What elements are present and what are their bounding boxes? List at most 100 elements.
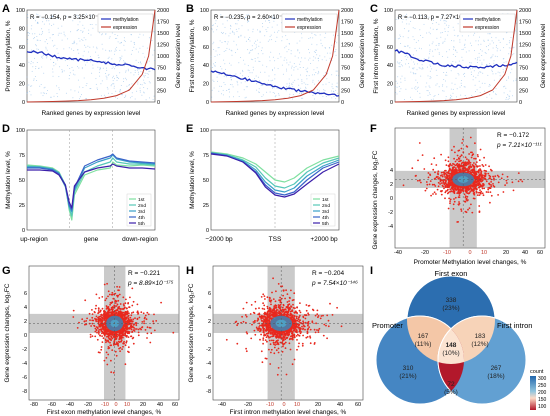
background-point — [477, 40, 479, 42]
background-point — [77, 79, 79, 81]
background-point — [100, 95, 102, 97]
background-point — [44, 92, 46, 94]
scatter-point — [254, 307, 257, 310]
scatter-point — [109, 331, 112, 334]
background-point — [118, 78, 120, 79]
background-point — [39, 85, 41, 87]
y-axis-label: Gene expression changes, log₂FC — [4, 283, 11, 382]
scatter-point — [117, 294, 120, 297]
background-point — [442, 42, 444, 44]
background-point — [278, 93, 280, 95]
scatter-point — [251, 323, 253, 326]
background-point — [504, 85, 506, 87]
background-point — [79, 21, 81, 23]
scatter-point — [137, 331, 140, 334]
background-point — [300, 74, 301, 76]
background-point — [63, 48, 65, 50]
background-point — [119, 59, 121, 61]
background-point — [286, 83, 288, 85]
background-point — [53, 65, 55, 67]
background-point — [503, 92, 505, 94]
scatter-point — [123, 313, 126, 316]
background-point — [410, 96, 411, 98]
background-point — [123, 37, 125, 39]
background-point — [397, 18, 399, 20]
background-point — [315, 51, 316, 53]
scatter-point — [153, 313, 155, 316]
background-point — [219, 73, 221, 75]
background-point — [455, 50, 457, 52]
background-point — [432, 23, 434, 25]
panel-h: H R = −0.204 p = 7.54×10⁻¹⁴⁶ 6420-2-4-6-… — [186, 265, 364, 416]
background-point — [502, 58, 504, 60]
scatter-point — [475, 165, 478, 167]
scatter-point — [131, 322, 133, 325]
legend-label: 4th — [322, 215, 329, 221]
scatter-point — [437, 185, 440, 188]
background-point — [317, 57, 319, 59]
scatter-point — [473, 169, 476, 172]
background-point — [52, 71, 54, 73]
background-point — [503, 61, 505, 63]
line-series — [210, 9, 340, 103]
background-point — [400, 43, 402, 44]
background-point — [250, 49, 252, 51]
background-point — [148, 81, 150, 83]
scatter-point — [449, 200, 451, 203]
background-point — [422, 67, 424, 69]
background-point — [240, 57, 242, 58]
background-point — [262, 84, 264, 86]
background-point — [280, 56, 282, 58]
background-point — [403, 28, 405, 30]
background-point — [214, 56, 216, 57]
background-point — [479, 36, 480, 38]
background-point — [474, 58, 476, 60]
background-point — [516, 41, 518, 43]
background-point — [275, 95, 277, 97]
scatter-point — [83, 320, 86, 323]
background-point — [450, 14, 452, 16]
background-point — [416, 69, 418, 71]
scatter-point — [411, 167, 414, 170]
background-point — [470, 62, 472, 64]
background-point — [262, 64, 264, 66]
background-point — [313, 91, 315, 93]
background-point — [426, 82, 428, 84]
scatter-point — [104, 323, 107, 326]
background-point — [44, 41, 46, 43]
background-point — [46, 43, 48, 45]
background-point — [429, 92, 430, 94]
scatter-point — [458, 160, 460, 163]
background-point — [507, 98, 509, 100]
background-point — [429, 78, 431, 80]
scatter-point — [472, 189, 475, 192]
scatter-point — [468, 153, 470, 155]
scatter-point — [432, 193, 434, 195]
background-point — [399, 90, 401, 92]
background-point — [61, 71, 63, 73]
y-axis: 420-2-4 — [388, 168, 393, 230]
background-point — [309, 52, 310, 54]
scatter-point — [445, 177, 447, 180]
scatter-point — [91, 316, 94, 319]
background-point — [223, 75, 225, 77]
background-point — [414, 73, 416, 75]
background-point — [483, 90, 485, 92]
background-point — [35, 20, 36, 22]
scatter-point — [129, 320, 132, 323]
legend-label: 1st — [138, 197, 145, 203]
background-point — [272, 17, 274, 19]
background-point — [229, 62, 230, 64]
scatter-point — [417, 159, 419, 162]
scatter-point — [447, 172, 450, 175]
background-point — [416, 63, 418, 65]
scatter-point — [291, 363, 294, 366]
scatter-point — [420, 181, 422, 184]
background-point — [119, 89, 121, 91]
background-point — [479, 71, 481, 73]
background-point — [463, 73, 464, 75]
background-point — [124, 49, 126, 51]
background-point — [91, 72, 93, 74]
background-point — [441, 14, 443, 16]
